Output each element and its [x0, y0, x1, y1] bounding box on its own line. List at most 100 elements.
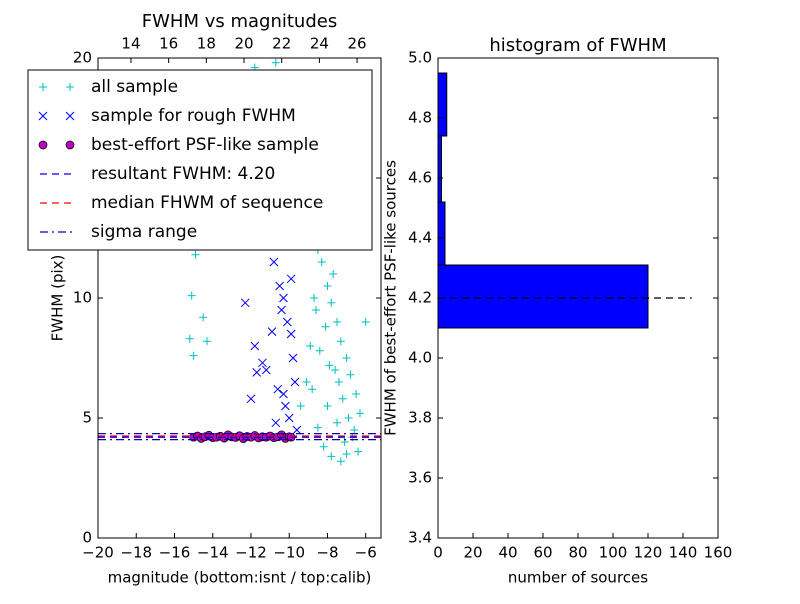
x-tick-label: 160 — [704, 544, 733, 562]
cross-point — [240, 298, 250, 308]
x-tick-label: 0 — [433, 544, 443, 562]
plus-point — [323, 402, 332, 410]
legend-label: best-effort PSF-like sample — [91, 135, 319, 155]
x-tick-label: −6 — [355, 544, 377, 562]
cross-point — [65, 111, 75, 121]
cross-point — [246, 394, 256, 404]
plus-point — [308, 385, 317, 394]
legend-label: median FHWM of sequence — [91, 193, 323, 213]
cross-point — [288, 353, 298, 363]
x-tick-label: 100 — [599, 544, 628, 562]
cross-point — [258, 358, 267, 368]
y-tick-label: 4.2 — [408, 289, 432, 307]
circle-point — [38, 140, 48, 150]
plus-point — [331, 366, 340, 374]
legend-label: sample for rough FWHM — [91, 106, 296, 126]
plus-point — [327, 298, 336, 307]
plus-point — [189, 351, 198, 360]
y-axis-label: FWHM of best-effort PSF-like sources — [382, 160, 400, 436]
plus-point — [39, 83, 47, 91]
histogram-bar — [437, 72, 448, 137]
plus-point — [296, 402, 305, 410]
cross-point — [252, 368, 262, 377]
legend-box — [27, 69, 373, 251]
x-tick-label: 140 — [669, 544, 698, 562]
cross-point — [282, 317, 292, 327]
cross-point — [273, 384, 283, 394]
top-tick-label: 20 — [234, 35, 253, 53]
plus-point — [315, 346, 324, 355]
y-tick-label: 4.6 — [408, 169, 432, 187]
plus-point — [336, 337, 345, 346]
plus-point — [323, 282, 332, 290]
y-tick-label: 4.0 — [408, 349, 432, 367]
y-tick-label: 4.8 — [408, 109, 432, 127]
cross-point — [267, 327, 277, 336]
y-tick-label: 3.6 — [408, 469, 432, 487]
plus-point — [342, 354, 351, 362]
plus-point — [355, 409, 364, 418]
cross-point — [292, 425, 302, 435]
top-tick-label: 24 — [310, 35, 329, 53]
top-tick-label: 26 — [348, 35, 367, 53]
plus-point — [333, 418, 342, 427]
plus-point — [202, 337, 211, 346]
top-tick-label: 14 — [121, 35, 140, 53]
plus-point — [361, 318, 370, 326]
cross-point — [290, 377, 300, 387]
histogram-bar — [437, 201, 446, 266]
circle-point — [65, 140, 75, 150]
x-tick-label: 60 — [533, 544, 552, 562]
x-tick-label: −10 — [273, 544, 305, 562]
x-tick-label: 40 — [498, 544, 517, 562]
plus-point — [329, 270, 338, 278]
cross-point — [284, 413, 294, 423]
top-tick-label: 22 — [272, 35, 291, 53]
plus-point — [344, 414, 353, 422]
cross-point — [286, 329, 296, 339]
x-axis-label: magnitude (bottom:isnt / top:calib) — [108, 569, 372, 587]
plus-point — [346, 370, 355, 379]
plus-point — [325, 361, 334, 370]
y-tick-label: 4.4 — [408, 229, 432, 247]
x-tick-label: −16 — [159, 544, 191, 562]
plus-point — [187, 291, 196, 300]
plus-point — [311, 306, 320, 314]
plus-point — [191, 250, 200, 259]
plus-point — [310, 294, 319, 302]
legend-label: sigma range — [91, 222, 197, 242]
histogram-bar — [437, 135, 442, 203]
x-tick-label: 20 — [463, 544, 482, 562]
plus-point — [338, 394, 347, 403]
chart-title: histogram of FWHM — [489, 35, 666, 56]
cross-point — [277, 305, 286, 315]
plus-point — [333, 318, 342, 326]
plus-point — [352, 390, 361, 398]
legend-label: resultant FWHM: 4.20 — [91, 164, 275, 184]
cross-point — [281, 401, 290, 411]
plus-point — [342, 450, 351, 458]
cross-point — [261, 365, 271, 375]
y-tick-label: 5.0 — [408, 49, 432, 67]
y-axis-label: FWHM (pix) — [49, 255, 67, 342]
x-axis-label: number of sources — [508, 569, 648, 587]
x-tick-label: −20 — [82, 544, 114, 562]
y-tick-label: 20 — [73, 49, 92, 67]
plus-point — [185, 334, 194, 343]
plus-point — [334, 378, 343, 386]
plus-point — [66, 83, 74, 91]
plus-point — [317, 258, 326, 266]
cross-point — [286, 274, 296, 284]
x-tick-label: −12 — [235, 544, 267, 562]
plus-point — [327, 452, 336, 461]
cross-point — [38, 111, 48, 121]
x-tick-label: −8 — [316, 544, 338, 562]
y-tick-label: 3.4 — [408, 529, 432, 547]
cross-point — [271, 418, 281, 428]
plus-point — [336, 457, 345, 466]
cross-point — [279, 293, 288, 303]
plus-point — [199, 313, 208, 322]
y-tick-label: 10 — [73, 289, 92, 307]
top-tick-label: 16 — [159, 35, 178, 53]
plus-point — [302, 378, 311, 386]
